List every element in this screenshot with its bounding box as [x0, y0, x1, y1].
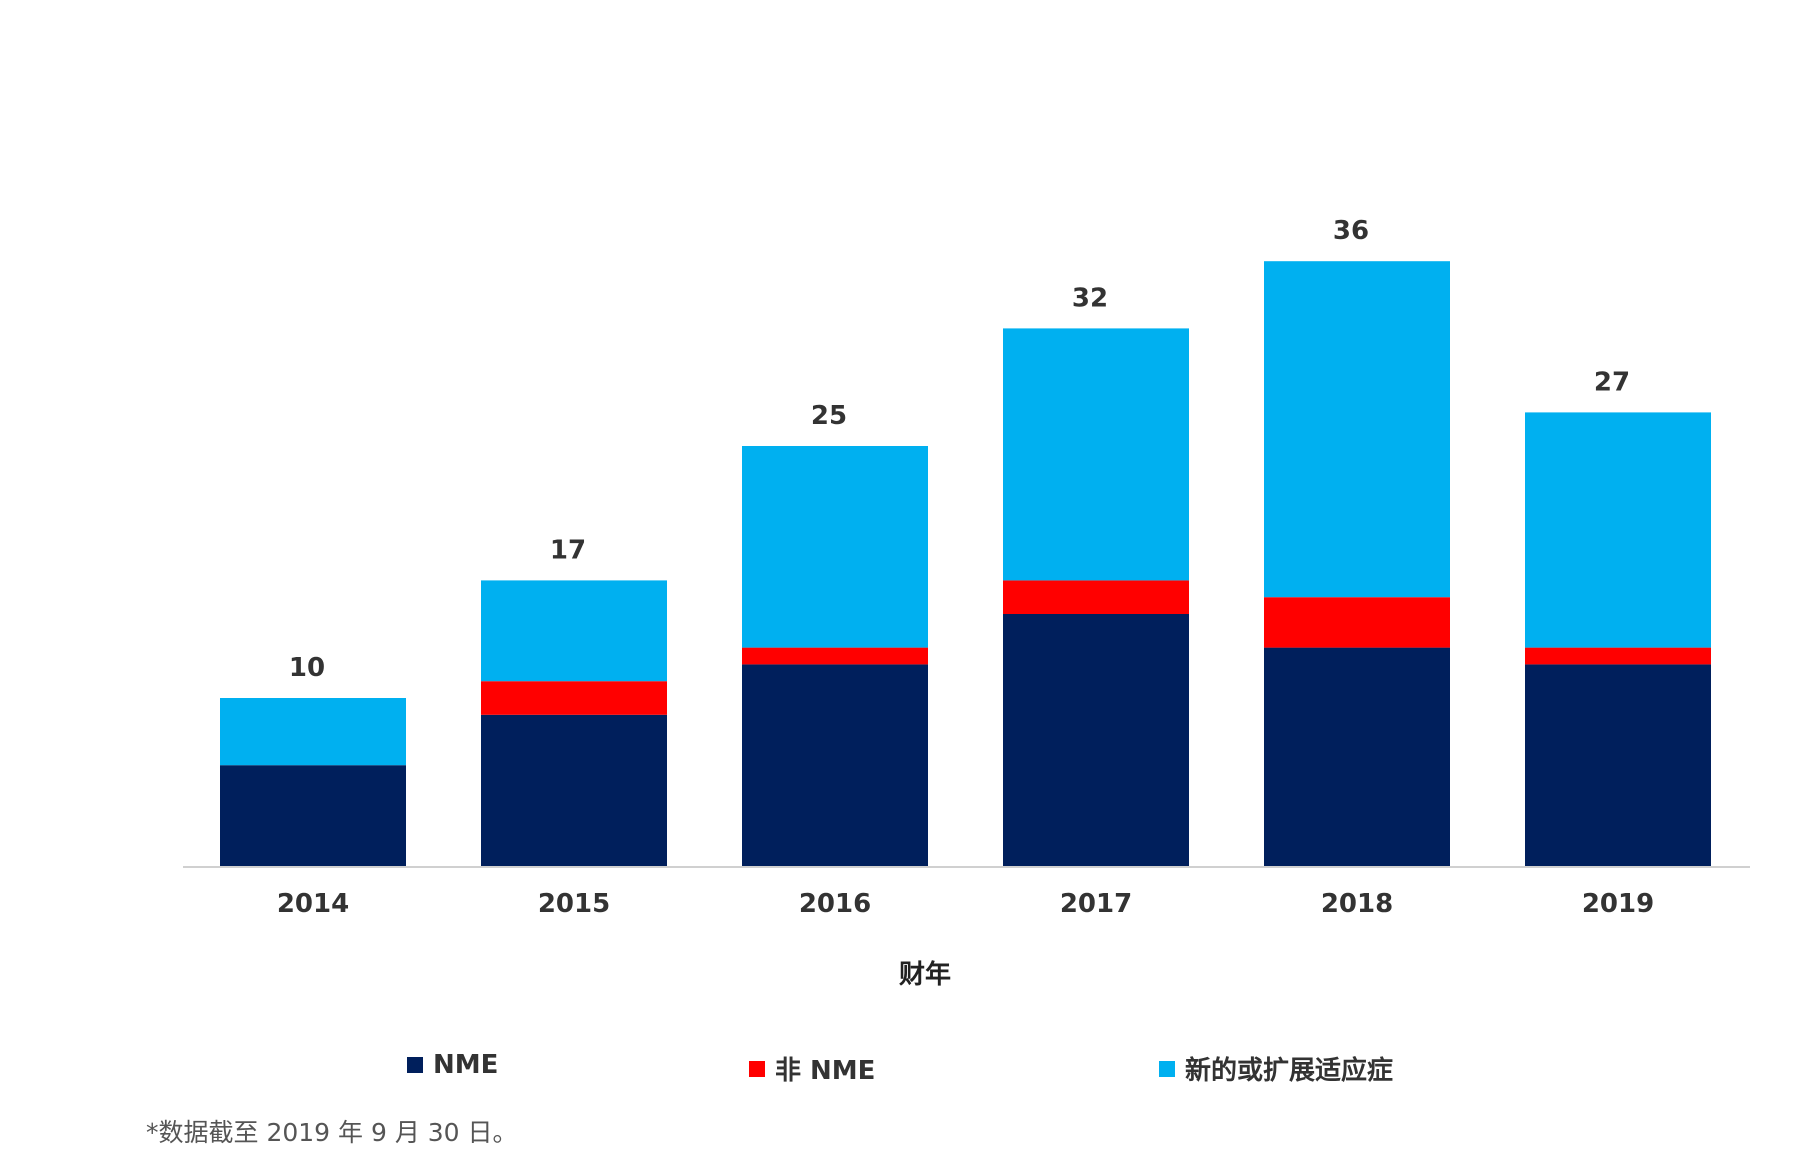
total-labels: 10 17 25 32 36 27 — [289, 216, 1630, 683]
legend-item-nme: NME — [407, 1050, 498, 1080]
bar-segment-2018-series-0 — [1264, 647, 1450, 866]
legend-item-non-nme: 非 NME — [749, 1050, 875, 1087]
legend-item-new-indications: 新的或扩展适应症 — [1159, 1050, 1393, 1087]
legend-label-new-indications: 新的或扩展适应症 — [1185, 1056, 1394, 1086]
x-tick-label-2015: 2015 — [538, 889, 610, 919]
bar-segment-2018-series-1 — [1264, 597, 1450, 648]
bar-segment-2016-series-0 — [742, 664, 928, 866]
bar-segment-2015-series-0 — [481, 714, 667, 866]
bar-segment-2015-series-2 — [481, 580, 667, 682]
legend-label-non-nme: 非 NME — [775, 1056, 876, 1086]
x-tick-label-2019: 2019 — [1582, 889, 1654, 919]
bar-segment-2014-series-0 — [220, 765, 406, 866]
x-axis-title: 财年 — [899, 959, 951, 990]
bar-segment-2016-series-2 — [742, 446, 928, 648]
total-label-2018: 36 — [1333, 216, 1369, 246]
x-tick-label-2014: 2014 — [277, 889, 349, 919]
bars-layer — [220, 261, 1711, 866]
bar-segment-2017-series-2 — [1003, 328, 1189, 581]
footnote: *数据截至 2019 年 9 月 30 日。 — [146, 1118, 518, 1147]
bar-segment-2018-series-2 — [1264, 261, 1450, 598]
bar-segment-2017-series-0 — [1003, 614, 1189, 866]
legend: NME 非 NME 新的或扩展适应症 — [0, 1050, 1811, 1090]
bar-segment-2017-series-1 — [1003, 580, 1189, 614]
x-tick-label-2018: 2018 — [1321, 889, 1393, 919]
bar-segment-2019-series-2 — [1525, 412, 1711, 648]
bar-segment-2019-series-0 — [1525, 664, 1711, 866]
legend-swatch-nme — [407, 1057, 423, 1073]
bar-segment-2014-series-2 — [220, 698, 406, 766]
total-label-2019: 27 — [1594, 367, 1630, 397]
bar-segment-2015-series-1 — [481, 681, 667, 715]
legend-label-nme: NME — [433, 1050, 499, 1080]
x-tick-label-2016: 2016 — [799, 889, 871, 919]
legend-swatch-non-nme — [749, 1060, 765, 1077]
total-label-2017: 32 — [1072, 283, 1108, 313]
total-label-2015: 17 — [550, 535, 586, 565]
total-label-2014: 10 — [289, 653, 325, 683]
stacked-bar-chart: 2014 2015 2016 2017 2018 2019 10 17 25 32 36 27 财年 — [183, 216, 1750, 990]
legend-swatch-new-indications — [1159, 1060, 1175, 1077]
bar-segment-2019-series-1 — [1525, 647, 1711, 665]
x-tick-label-2017: 2017 — [1060, 889, 1132, 919]
x-tick-labels: 2014 2015 2016 2017 2018 2019 — [277, 889, 1654, 919]
total-label-2016: 25 — [811, 401, 847, 431]
bar-segment-2016-series-1 — [742, 647, 928, 665]
